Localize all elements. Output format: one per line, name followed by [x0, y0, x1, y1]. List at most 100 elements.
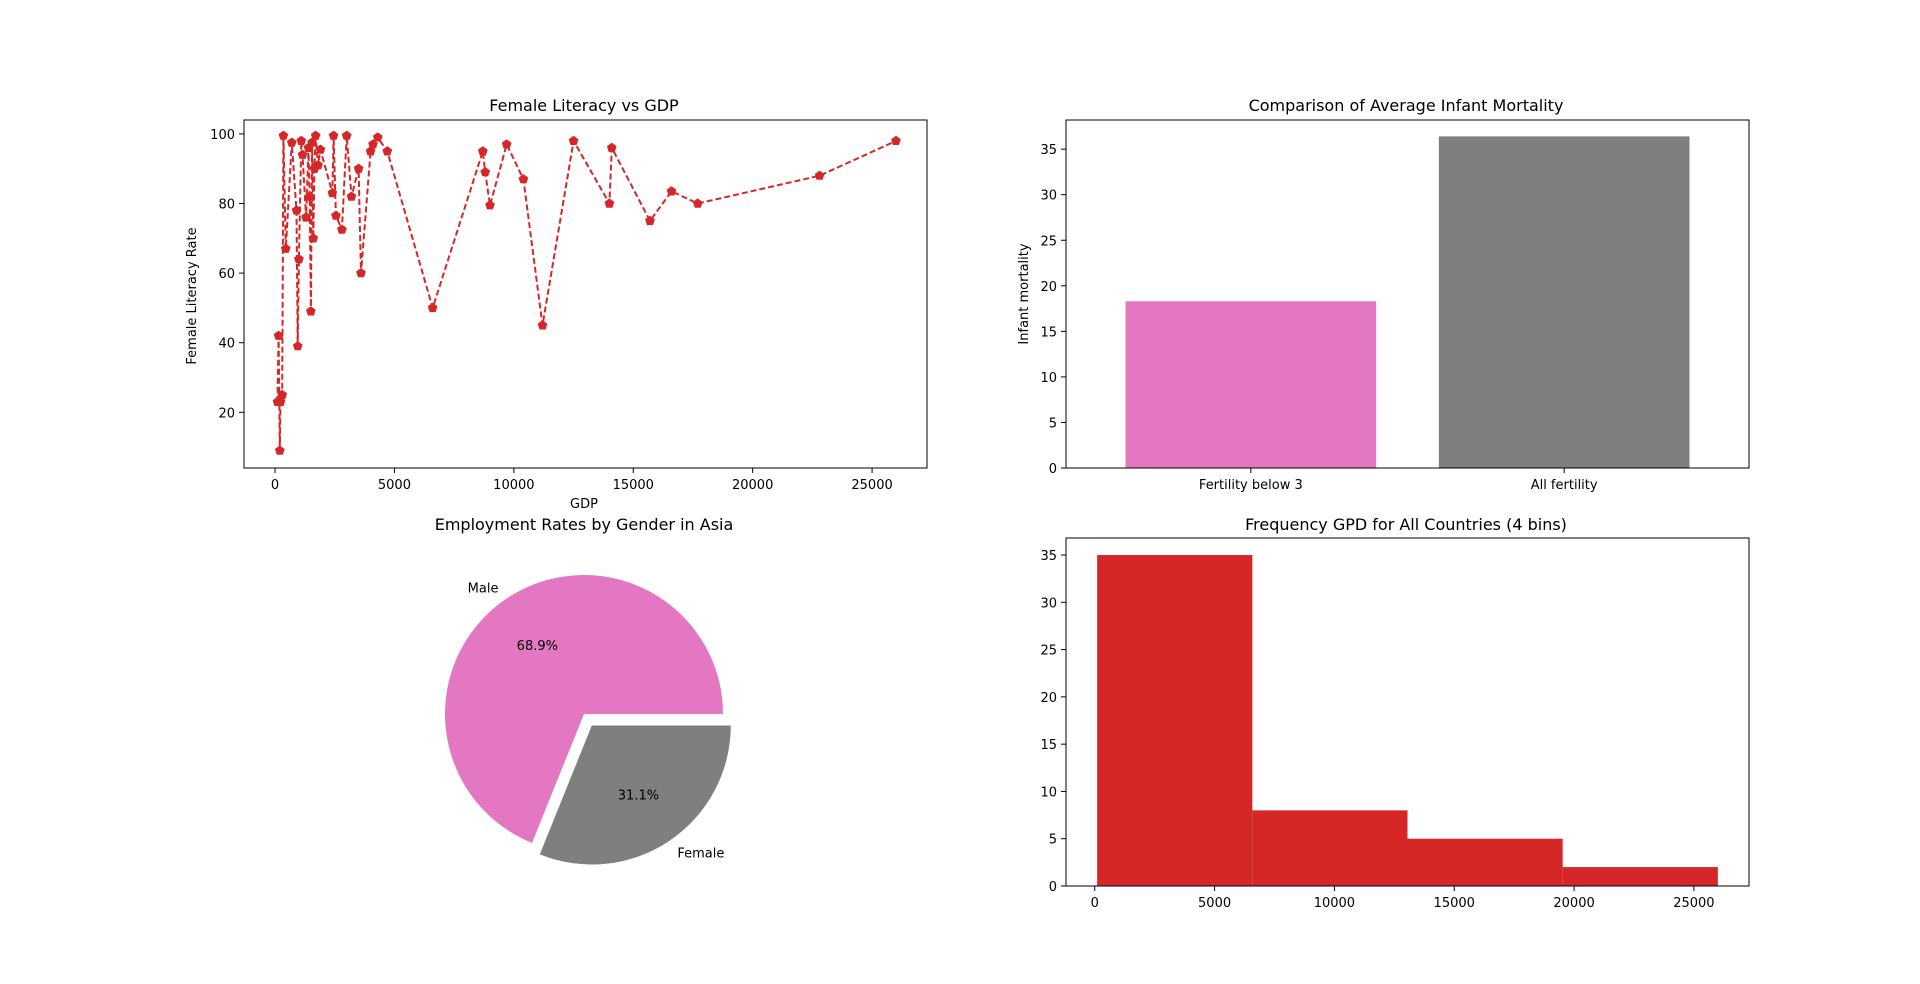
- data-point: [480, 167, 491, 177]
- data-point: [306, 306, 316, 316]
- data-point: [372, 132, 383, 142]
- x-tick-label: 25000: [851, 478, 892, 493]
- y-tick-label: 25: [1040, 644, 1057, 659]
- y-tick-label: 20: [218, 406, 235, 421]
- data-point: [277, 389, 288, 400]
- chart-title: Employment Rates by Gender in Asia: [435, 515, 734, 534]
- bar: [1438, 136, 1690, 469]
- x-tick-label: Fertility below 3: [1199, 478, 1303, 493]
- y-tick-label: 100: [210, 128, 235, 143]
- pie-percent-label: 31.1%: [618, 789, 659, 804]
- data-point: [315, 144, 326, 154]
- data-point: [328, 130, 339, 140]
- data-point: [307, 137, 317, 147]
- data-point: [274, 445, 285, 455]
- y-tick-label: 60: [218, 267, 235, 282]
- data-point: [368, 139, 378, 149]
- y-tick-label: 20: [1040, 691, 1057, 706]
- data-point: [485, 200, 495, 210]
- pie-slice: [539, 725, 731, 865]
- y-tick-label: 20: [1040, 280, 1057, 295]
- x-tick-label: 15000: [1434, 896, 1475, 911]
- data-point: [891, 135, 901, 145]
- y-tick-label: 30: [1040, 596, 1057, 611]
- plot-frame: [1065, 119, 1750, 469]
- data-point: [297, 149, 308, 159]
- data-point: [280, 243, 291, 253]
- x-tick-label: 15000: [613, 478, 654, 493]
- infant-mortality-bar-chart: Comparison of Average Infant Mortality I…: [1017, 96, 1750, 493]
- data-point: [346, 191, 357, 201]
- data-point: [814, 170, 825, 180]
- histogram-bar: [1097, 555, 1253, 886]
- x-tick-label: 25000: [1673, 896, 1714, 911]
- y-tick-label: 5: [1049, 833, 1057, 848]
- data-point: [275, 396, 286, 406]
- data-point: [365, 146, 376, 156]
- pie-slice: [445, 575, 723, 843]
- pie-percent-label: 68.9%: [517, 639, 558, 654]
- histogram-bar: [1562, 867, 1718, 886]
- bar: [1125, 301, 1377, 468]
- data-point: [382, 146, 393, 156]
- y-tick-label: 35: [1040, 549, 1057, 564]
- data-point: [286, 137, 297, 147]
- data-point: [501, 139, 512, 149]
- x-axis-label: GDP: [570, 497, 598, 512]
- data-point: [273, 330, 284, 340]
- data-point: [356, 267, 366, 278]
- y-tick-label: 0: [1049, 880, 1057, 895]
- data-point: [353, 163, 364, 173]
- x-tick-label: 5000: [1198, 896, 1231, 911]
- female-literacy-vs-gdp-chart: Female Literacy vs GDP GDP Female Litera…: [185, 96, 928, 512]
- y-tick-label: 25: [1040, 234, 1057, 249]
- y-axis-label: Female Literacy Rate: [185, 227, 200, 364]
- data-point: [337, 224, 347, 234]
- pie-label: Female: [677, 846, 724, 861]
- data-point: [692, 198, 703, 208]
- data-point: [327, 187, 338, 198]
- y-tick-label: 10: [1040, 785, 1057, 800]
- x-tick-label: 5000: [378, 478, 411, 493]
- data-point: [537, 320, 548, 330]
- y-tick-label: 5: [1049, 416, 1057, 431]
- data-point: [292, 341, 303, 351]
- data-point: [313, 160, 323, 170]
- x-tick-label: 0: [271, 478, 279, 493]
- x-tick-label: 10000: [493, 478, 534, 493]
- chart-title: Comparison of Average Infant Mortality: [1249, 96, 1564, 115]
- employment-gender-pie-chart: Employment Rates by Gender in Asia Male 6…: [435, 515, 734, 865]
- x-tick-label: 20000: [732, 478, 773, 493]
- y-tick-label: 15: [1040, 325, 1057, 340]
- y-tick-label: 35: [1040, 143, 1057, 158]
- data-point: [291, 205, 302, 215]
- data-point: [341, 130, 352, 140]
- data-point: [304, 191, 315, 201]
- histogram-bar: [1252, 810, 1408, 886]
- histogram-bar: [1407, 838, 1563, 886]
- chart-title: Frequency GPD for All Countries (4 bins): [1245, 515, 1567, 534]
- y-tick-label: 80: [218, 198, 235, 213]
- pie-label: Male: [468, 581, 499, 596]
- x-tick-label: 0: [1091, 896, 1099, 911]
- data-point: [606, 142, 617, 152]
- data-point: [645, 215, 655, 226]
- y-tick-label: 15: [1040, 738, 1057, 753]
- data-point: [294, 254, 304, 264]
- data-point: [604, 198, 615, 208]
- data-point: [278, 130, 289, 140]
- data-point: [568, 135, 579, 145]
- data-point: [308, 233, 319, 243]
- chart-title: Female Literacy vs GDP: [489, 96, 679, 115]
- series-line: [276, 135, 897, 451]
- data-point: [331, 210, 341, 220]
- data-point: [301, 212, 311, 222]
- y-tick-label: 30: [1040, 189, 1057, 204]
- x-tick-label: All fertility: [1531, 478, 1598, 493]
- data-point: [666, 186, 677, 196]
- data-point: [296, 135, 307, 145]
- y-tick-label: 10: [1040, 371, 1057, 386]
- data-point: [310, 130, 321, 140]
- y-axis-label: Infant mortality: [1017, 243, 1032, 344]
